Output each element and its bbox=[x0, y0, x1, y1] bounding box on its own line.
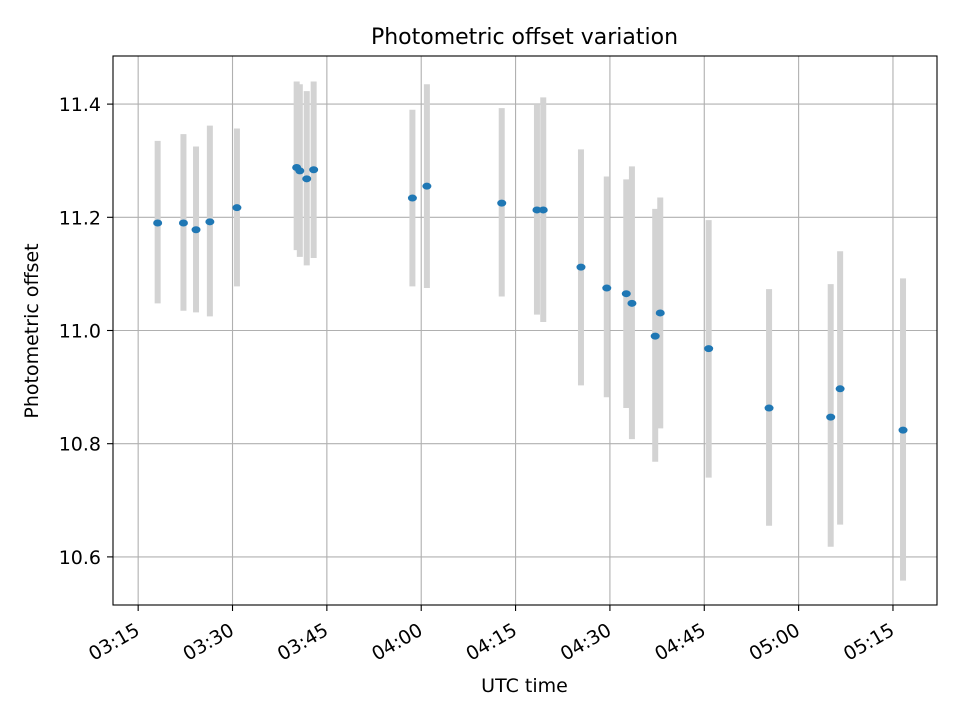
data-point bbox=[153, 219, 163, 227]
data-point bbox=[205, 218, 215, 226]
data-point bbox=[826, 413, 836, 421]
data-point bbox=[538, 206, 548, 214]
grid-lines bbox=[113, 56, 937, 605]
data-point bbox=[302, 175, 312, 183]
data-point bbox=[764, 404, 774, 412]
data-point bbox=[232, 204, 242, 212]
chart-title: Photometric offset variation bbox=[371, 25, 678, 50]
data-point bbox=[655, 309, 665, 317]
x-axis-label: UTC time bbox=[481, 675, 568, 697]
data-point bbox=[627, 299, 637, 307]
y-tick-label: 11.2 bbox=[59, 207, 101, 229]
data-point bbox=[576, 263, 586, 271]
data-point bbox=[191, 226, 201, 234]
data-point bbox=[295, 167, 305, 175]
y-tick-label: 11.0 bbox=[59, 321, 101, 343]
y-tick-label: 10.6 bbox=[59, 547, 101, 569]
data-point bbox=[497, 199, 507, 207]
data-point bbox=[407, 194, 417, 202]
data-point bbox=[898, 426, 908, 434]
data-point bbox=[532, 206, 542, 214]
data-point bbox=[309, 166, 319, 174]
data-point bbox=[650, 332, 660, 340]
data-point bbox=[178, 219, 188, 227]
data-point bbox=[602, 284, 612, 292]
data-point bbox=[835, 385, 845, 393]
data-point bbox=[422, 182, 432, 190]
y-tick-label: 10.8 bbox=[59, 434, 101, 456]
data-point bbox=[704, 345, 714, 353]
data-point bbox=[621, 290, 631, 298]
y-tick-label: 11.4 bbox=[59, 94, 101, 116]
data-markers bbox=[153, 163, 908, 434]
y-axis-label: Photometric offset bbox=[21, 243, 43, 418]
